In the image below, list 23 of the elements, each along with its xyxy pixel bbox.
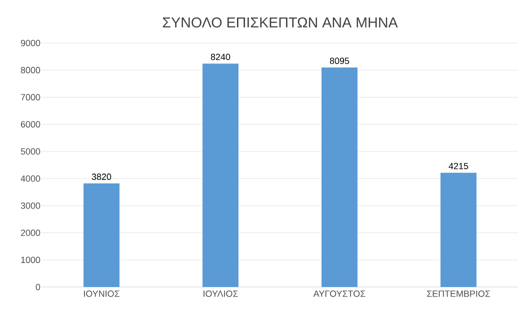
y-tick-label: 4000: [20, 175, 40, 182]
chart-title: ΣΥΝΟΛΟ ΕΠΙΣΚΕΠΤΩΝ ΑΝΑ ΜΗΝΑ: [162, 17, 398, 28]
y-tick-label: 5000: [20, 148, 40, 155]
y-tick-label: 2000: [20, 230, 40, 236]
bar: [202, 64, 238, 287]
y-tick-label: 7000: [20, 94, 40, 100]
data-label: 4215: [448, 162, 468, 170]
data-label: 8240: [210, 54, 230, 60]
y-tick-label: 6000: [20, 121, 40, 128]
x-tick-label: ΙΟΥΝΙΟΣ: [84, 290, 120, 297]
y-tick-label: 9000: [20, 40, 40, 46]
x-tick-label: ΣΕΠΤΕΜΒΡΙΟΣ: [427, 290, 490, 297]
bar: [322, 68, 358, 287]
y-tick-label: 0: [36, 284, 40, 290]
y-tick-label: 3000: [20, 202, 40, 209]
bar: [84, 183, 120, 287]
y-tick-label: 1000: [21, 256, 40, 264]
bar: [440, 172, 477, 287]
data-label: 8095: [330, 58, 350, 64]
y-tick-label: 8000: [20, 66, 40, 74]
x-tick-label: ΑΥΓΟΥΣΤΟΣ: [313, 290, 366, 297]
data-label: 3820: [92, 174, 112, 180]
x-tick-label: ΙΟΥΛΙΟΣ: [204, 290, 238, 297]
